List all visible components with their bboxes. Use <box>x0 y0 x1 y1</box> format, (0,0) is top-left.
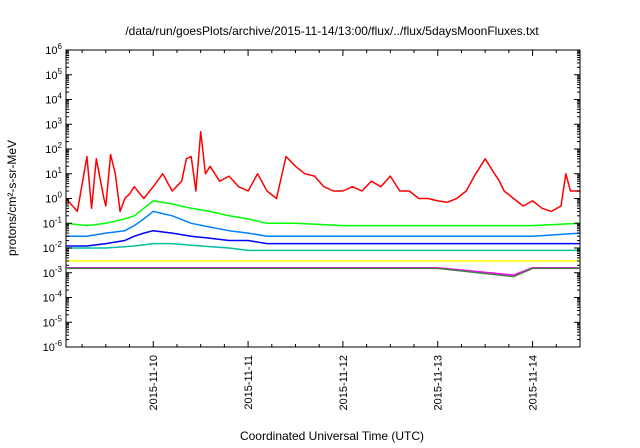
y-tick-label: 103 <box>45 116 62 131</box>
x-tick-label: 2015-11-12 <box>338 355 350 410</box>
y-tick-label: 104 <box>45 92 62 107</box>
y-tick-label: 105 <box>45 67 62 82</box>
y-tick-label: 101 <box>45 166 62 181</box>
x-axis: 2015-11-10 2015-11-11 2015-11-12 2015-11-13… <box>81 50 581 410</box>
y-tick-label: 106 <box>45 42 62 57</box>
series-group <box>65 130 581 278</box>
series-line-5 <box>66 242 580 252</box>
y-tick-label: 10-4 <box>43 290 63 305</box>
series-line-1 <box>65 130 580 213</box>
series-line-3 <box>66 210 581 237</box>
series-line-2 <box>65 200 581 227</box>
y-axis: 10-6 10-5 10-4 10-3 10-2 10-1 100 101 102 103 104 1… <box>43 42 580 354</box>
x-tick-label: 2015-11-10 <box>148 355 160 410</box>
x-tick-label: 2015-11-13 <box>433 355 445 410</box>
x-tick-label: 2015-11-14 <box>528 355 540 410</box>
y-tick-label: 10-2 <box>43 240 63 255</box>
series-line-8 <box>66 267 580 278</box>
y-tick-label: 102 <box>45 141 62 156</box>
y-axis-label: protons/cm²-s-sr-MeV <box>5 140 19 256</box>
y-tick-label: 10-1 <box>43 215 63 230</box>
y-tick-label: 10-5 <box>43 314 63 329</box>
y-tick-label: 100 <box>45 191 62 206</box>
series-line-4 <box>66 229 580 247</box>
chart-title: /data/run/goesPlots/archive/2015-11-14/1… <box>125 24 539 38</box>
x-axis-label: Coordinated Universal Time (UTC) <box>240 429 424 443</box>
x-tick-label: 2015-11-11 <box>243 355 255 410</box>
y-tick-label: 10-3 <box>43 265 63 280</box>
y-tick-label: 10-6 <box>43 339 63 354</box>
